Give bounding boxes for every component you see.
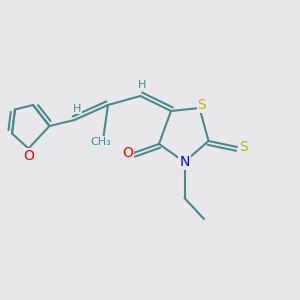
Text: O: O: [122, 146, 133, 160]
Text: CH₃: CH₃: [90, 137, 111, 147]
Text: N: N: [179, 155, 190, 169]
Text: H: H: [73, 103, 82, 114]
Text: S: S: [239, 140, 248, 154]
Text: H: H: [138, 80, 146, 90]
Text: O: O: [23, 149, 34, 163]
Text: S: S: [197, 98, 206, 112]
